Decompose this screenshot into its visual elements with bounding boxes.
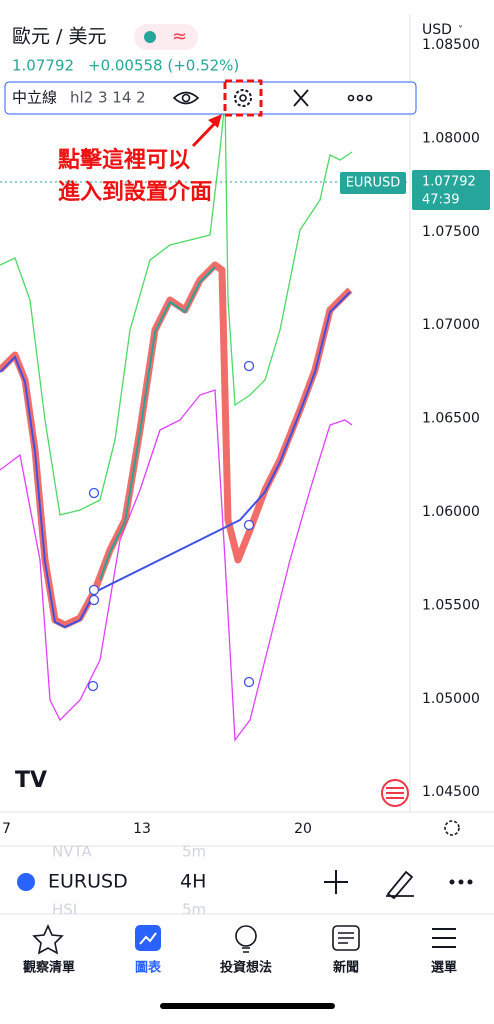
news-lines <box>338 932 354 944</box>
time-tick: 13 <box>133 821 151 837</box>
settings-icon[interactable] <box>444 820 460 836</box>
gear-hub <box>239 94 247 102</box>
neutral-line <box>0 291 351 629</box>
price-label-box <box>412 170 490 210</box>
marker <box>243 676 255 688</box>
marker <box>88 487 100 499</box>
price-tick: 1.08000 <box>422 130 480 146</box>
tab-icon[interactable] <box>235 925 257 947</box>
market-dot <box>144 31 156 43</box>
price-label: 1.07792 <box>422 175 476 190</box>
price-bars <box>0 261 353 629</box>
flag-stripes <box>386 787 404 799</box>
price-tick: 1.06000 <box>422 504 480 520</box>
currency[interactable]: USD <box>422 22 452 38</box>
marker <box>88 594 100 606</box>
symbol-label: EURUSD <box>346 176 401 191</box>
tab-icon[interactable] <box>432 928 456 948</box>
price-tick: 1.05000 <box>422 691 480 707</box>
indicator-name: 中立線 <box>12 89 57 107</box>
chart-glyph <box>139 932 157 945</box>
faded-interval: 5m <box>182 843 206 861</box>
time-tick: 20 <box>294 821 312 837</box>
price-tick: 1.06500 <box>422 411 480 427</box>
draw-icon[interactable] <box>386 870 414 900</box>
more-icon[interactable] <box>347 94 373 102</box>
faded-interval: 5m <box>182 901 206 919</box>
symbol-title[interactable]: 歐元 / 美元 <box>12 26 106 48</box>
status-pill[interactable] <box>134 24 198 50</box>
symbol-flag <box>17 873 35 891</box>
price-tick: 1.04500 <box>422 784 480 800</box>
currency-caret: ˅ <box>458 24 463 36</box>
price-tick: 1.05500 <box>422 597 480 613</box>
tab-icon[interactable] <box>332 925 360 951</box>
price-tick: 1.08500 <box>422 37 480 53</box>
tab-label[interactable]: 投資想法 <box>220 960 272 976</box>
add-icon[interactable] <box>324 870 348 894</box>
bulb-base <box>242 947 250 953</box>
lower-band <box>0 389 353 742</box>
status-icon: ≈ <box>172 26 187 47</box>
tab-icon[interactable] <box>32 924 64 955</box>
faded-symbol: HSI <box>52 901 77 919</box>
tab-label[interactable]: 圖表 <box>135 960 162 976</box>
marker <box>88 584 100 596</box>
toolbar-symbol[interactable]: EURUSD <box>48 871 128 893</box>
tab-label[interactable]: 新聞 <box>333 960 359 976</box>
home-indicator <box>160 1003 335 1009</box>
highlight-box <box>223 79 263 117</box>
faded-symbol: NVTA <box>52 843 92 861</box>
tab-label[interactable]: 觀察清單 <box>23 960 75 976</box>
indicator-params: hl2 3 14 2 <box>70 89 146 107</box>
marker <box>243 360 255 372</box>
annotation-line: 進入到設置介面 <box>58 179 212 205</box>
upper-band <box>0 99 353 516</box>
symbol-label-box <box>340 172 406 194</box>
close-icon[interactable] <box>293 89 309 107</box>
arrow-head <box>208 114 222 128</box>
neutral-line-up <box>99 266 216 581</box>
price-change: +0.00558 (+0.52%) <box>88 57 239 75</box>
annotation-line: 點擊這裡可以 <box>58 147 190 173</box>
price-tick: 1.07500 <box>422 224 480 240</box>
marker <box>243 519 255 531</box>
markers <box>87 360 255 692</box>
logo: TV <box>15 768 47 793</box>
eye-icon[interactable] <box>172 91 200 105</box>
gear-icon[interactable] <box>234 89 252 107</box>
time-tick: 7 <box>2 821 11 837</box>
toolbar-interval[interactable]: 4H <box>180 871 206 893</box>
more-menu[interactable] <box>449 879 473 885</box>
last-price: 1.07792 <box>12 57 74 75</box>
eye-pupil <box>181 93 191 103</box>
price-tick: 1.07000 <box>422 317 480 333</box>
indicator-bar[interactable] <box>4 81 417 115</box>
countdown: 47:39 <box>422 193 459 208</box>
marker <box>87 680 99 692</box>
tab-label[interactable]: 選單 <box>431 960 457 976</box>
